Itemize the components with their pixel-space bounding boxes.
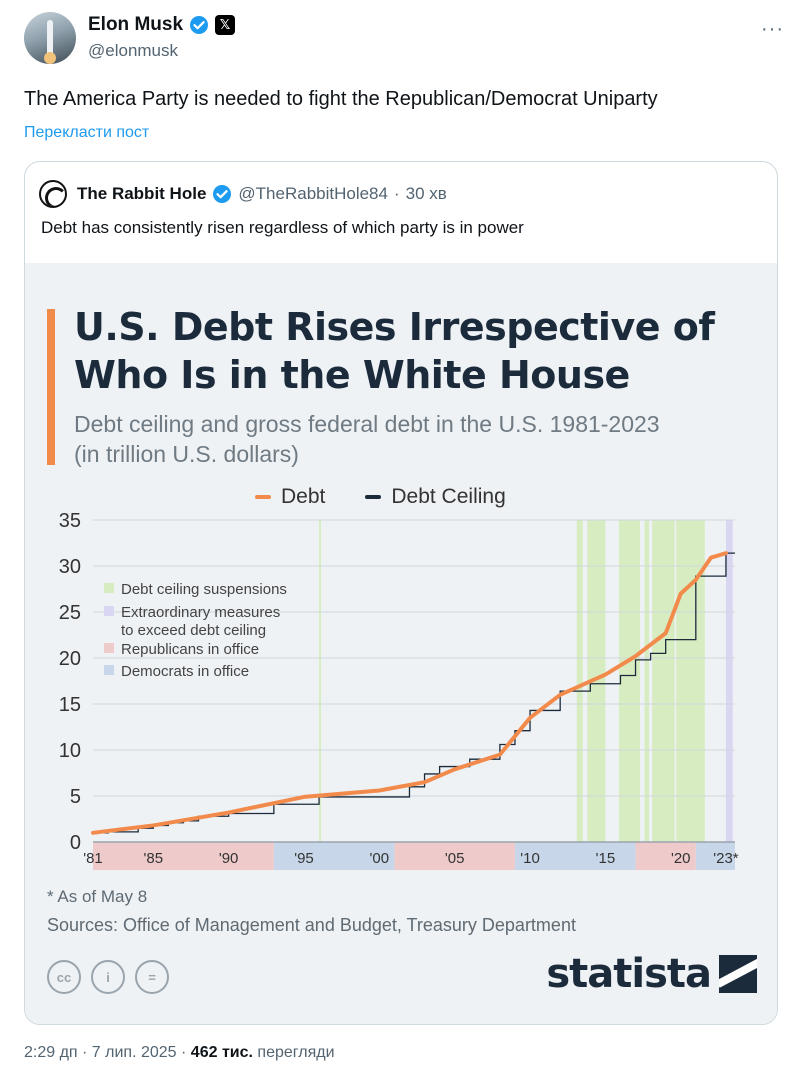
debt-series-line <box>91 551 728 835</box>
y-tick-label: 30 <box>59 556 81 578</box>
quote-timestamp: 30 хв <box>405 184 447 203</box>
suspension-band <box>644 520 650 842</box>
inner-legend-swatch <box>104 606 114 616</box>
quote-header: The Rabbit Hole @TheRabbitHole84 · 30 хв <box>39 180 447 208</box>
inner-legend-swatch <box>104 665 114 675</box>
x-tick-label: '10 <box>520 850 540 867</box>
x-tick-label: '95 <box>294 850 314 867</box>
quote-author-handle: @TheRabbitHole84 <box>238 184 388 203</box>
y-tick-label: 20 <box>59 648 81 670</box>
x-tick-label: '20 <box>671 850 691 867</box>
y-tick-label: 35 <box>59 510 81 532</box>
chart-subtitle-line-1: Debt ceiling and gross federal debt in t… <box>74 411 660 437</box>
y-tick-label: 10 <box>59 740 81 762</box>
translate-post-link[interactable]: Перекласти пост <box>24 124 150 141</box>
rabbit-hole-avatar[interactable] <box>39 180 67 208</box>
administration-band <box>93 842 274 870</box>
legend-swatch-debt-ceiling <box>365 495 382 499</box>
legend-item-debt: Debt <box>255 485 325 509</box>
inner-legend-swatch <box>104 583 114 593</box>
legend-item-debt-ceiling: Debt Ceiling <box>365 485 506 509</box>
verified-badge-icon[interactable] <box>189 15 209 35</box>
x-tick-label: '85 <box>144 850 164 867</box>
avatar-flame-shape <box>44 52 56 64</box>
tweet-time-date[interactable]: 2:29 дп · 7 лип. 2025 · <box>24 1044 191 1061</box>
tweet-meta: 2:29 дп · 7 лип. 2025 · 462 тис. перегля… <box>24 1044 335 1062</box>
extraordinary-measures-band <box>725 520 733 842</box>
administration-band <box>635 842 696 870</box>
author-avatar[interactable] <box>24 12 76 64</box>
y-tick-label: 25 <box>59 602 81 624</box>
y-tick-label: 0 <box>70 832 81 854</box>
administration-band <box>394 842 515 870</box>
no-derivatives-icon: = <box>135 960 169 994</box>
chart-title-line-1: U.S. Debt Rises Irrespective of <box>74 305 715 349</box>
statista-logo-icon <box>719 955 757 993</box>
x-tick-label: '81 <box>83 850 103 867</box>
suspension-band <box>576 520 583 842</box>
inner-legend-label: Democrats in office <box>121 663 249 680</box>
chart-subtitle: Debt ceiling and gross federal debt in t… <box>74 409 754 469</box>
quote-text: Debt has consistently risen regardless o… <box>41 218 524 237</box>
author-row: Elon Musk 𝕏 @elonmusk ··· <box>24 12 784 64</box>
author-display-name[interactable]: Elon Musk <box>88 14 184 35</box>
quote-verified-badge-icon <box>212 184 232 204</box>
suspension-band <box>676 520 705 842</box>
chart-subtitle-line-2: (in trillion U.S. dollars) <box>74 441 299 467</box>
y-tick-label: 5 <box>70 786 81 808</box>
tweet-text: The America Party is needed to fight the… <box>24 88 658 110</box>
administration-band <box>514 842 636 870</box>
view-label: перегляди <box>257 1044 335 1061</box>
chart-title: U.S. Debt Rises Irrespective of Who Is i… <box>74 303 754 399</box>
quote-author-name: The Rabbit Hole <box>77 184 207 203</box>
more-options-icon[interactable]: ··· <box>761 18 784 40</box>
x-tick-label: '00 <box>370 850 390 867</box>
inner-legend-label: Extraordinary measures to exceed debt cei… <box>121 604 280 639</box>
x-logo-icon[interactable]: 𝕏 <box>215 15 236 35</box>
legend-label-debt-ceiling: Debt Ceiling <box>391 485 506 508</box>
suspension-band <box>587 520 606 842</box>
suspension-band <box>652 520 675 842</box>
x-tick-label: '15 <box>596 850 616 867</box>
suspension-band <box>319 520 322 842</box>
y-tick-label: 15 <box>59 694 81 716</box>
chart-legend: Debt Debt Ceiling <box>255 485 506 509</box>
administration-band <box>273 842 395 870</box>
statista-wordmark: statista <box>546 951 712 997</box>
legend-label-debt: Debt <box>281 485 326 508</box>
creative-commons-icon: cc <box>47 960 81 994</box>
inner-legend-label: Debt ceiling suspensions <box>121 581 287 598</box>
administration-band <box>695 842 735 870</box>
x-tick-label: '90 <box>219 850 239 867</box>
author-name-line: Elon Musk 𝕏 <box>88 14 236 36</box>
chart-footnote: * As of May 8 <box>47 887 148 906</box>
statista-logo: statista <box>546 951 757 997</box>
attribution-icon: i <box>91 960 125 994</box>
chart-title-line-2: Who Is in the White House <box>74 353 630 397</box>
quoted-tweet-card[interactable]: The Rabbit Hole @TheRabbitHole84 · 30 хв… <box>24 161 778 1025</box>
view-count: 462 тис. <box>190 1044 253 1061</box>
avatar-rocket-shape <box>47 20 53 54</box>
chart-sources: Sources: Office of Management and Budget… <box>47 915 576 935</box>
x-tick-label: '05 <box>445 850 465 867</box>
license-icons: cc i = <box>47 960 169 994</box>
author-handle[interactable]: @elonmusk <box>88 41 179 60</box>
debt-chart-plot: 0 5 10 15 20 25 30 35 '81 '85 '90 '95 '00 '05 '10 '15 '2… <box>59 510 739 870</box>
title-accent-bar <box>47 309 55 465</box>
x-tick-label: '23* <box>713 850 739 867</box>
inner-legend-label: Republicans in office <box>121 641 259 658</box>
chart-image[interactable]: U.S. Debt Rises Irrespective of Who Is i… <box>25 263 777 1024</box>
quote-dot-separator: · <box>393 184 400 203</box>
inner-legend-swatch <box>104 643 114 653</box>
legend-swatch-debt <box>255 495 271 499</box>
suspension-band <box>618 520 641 842</box>
